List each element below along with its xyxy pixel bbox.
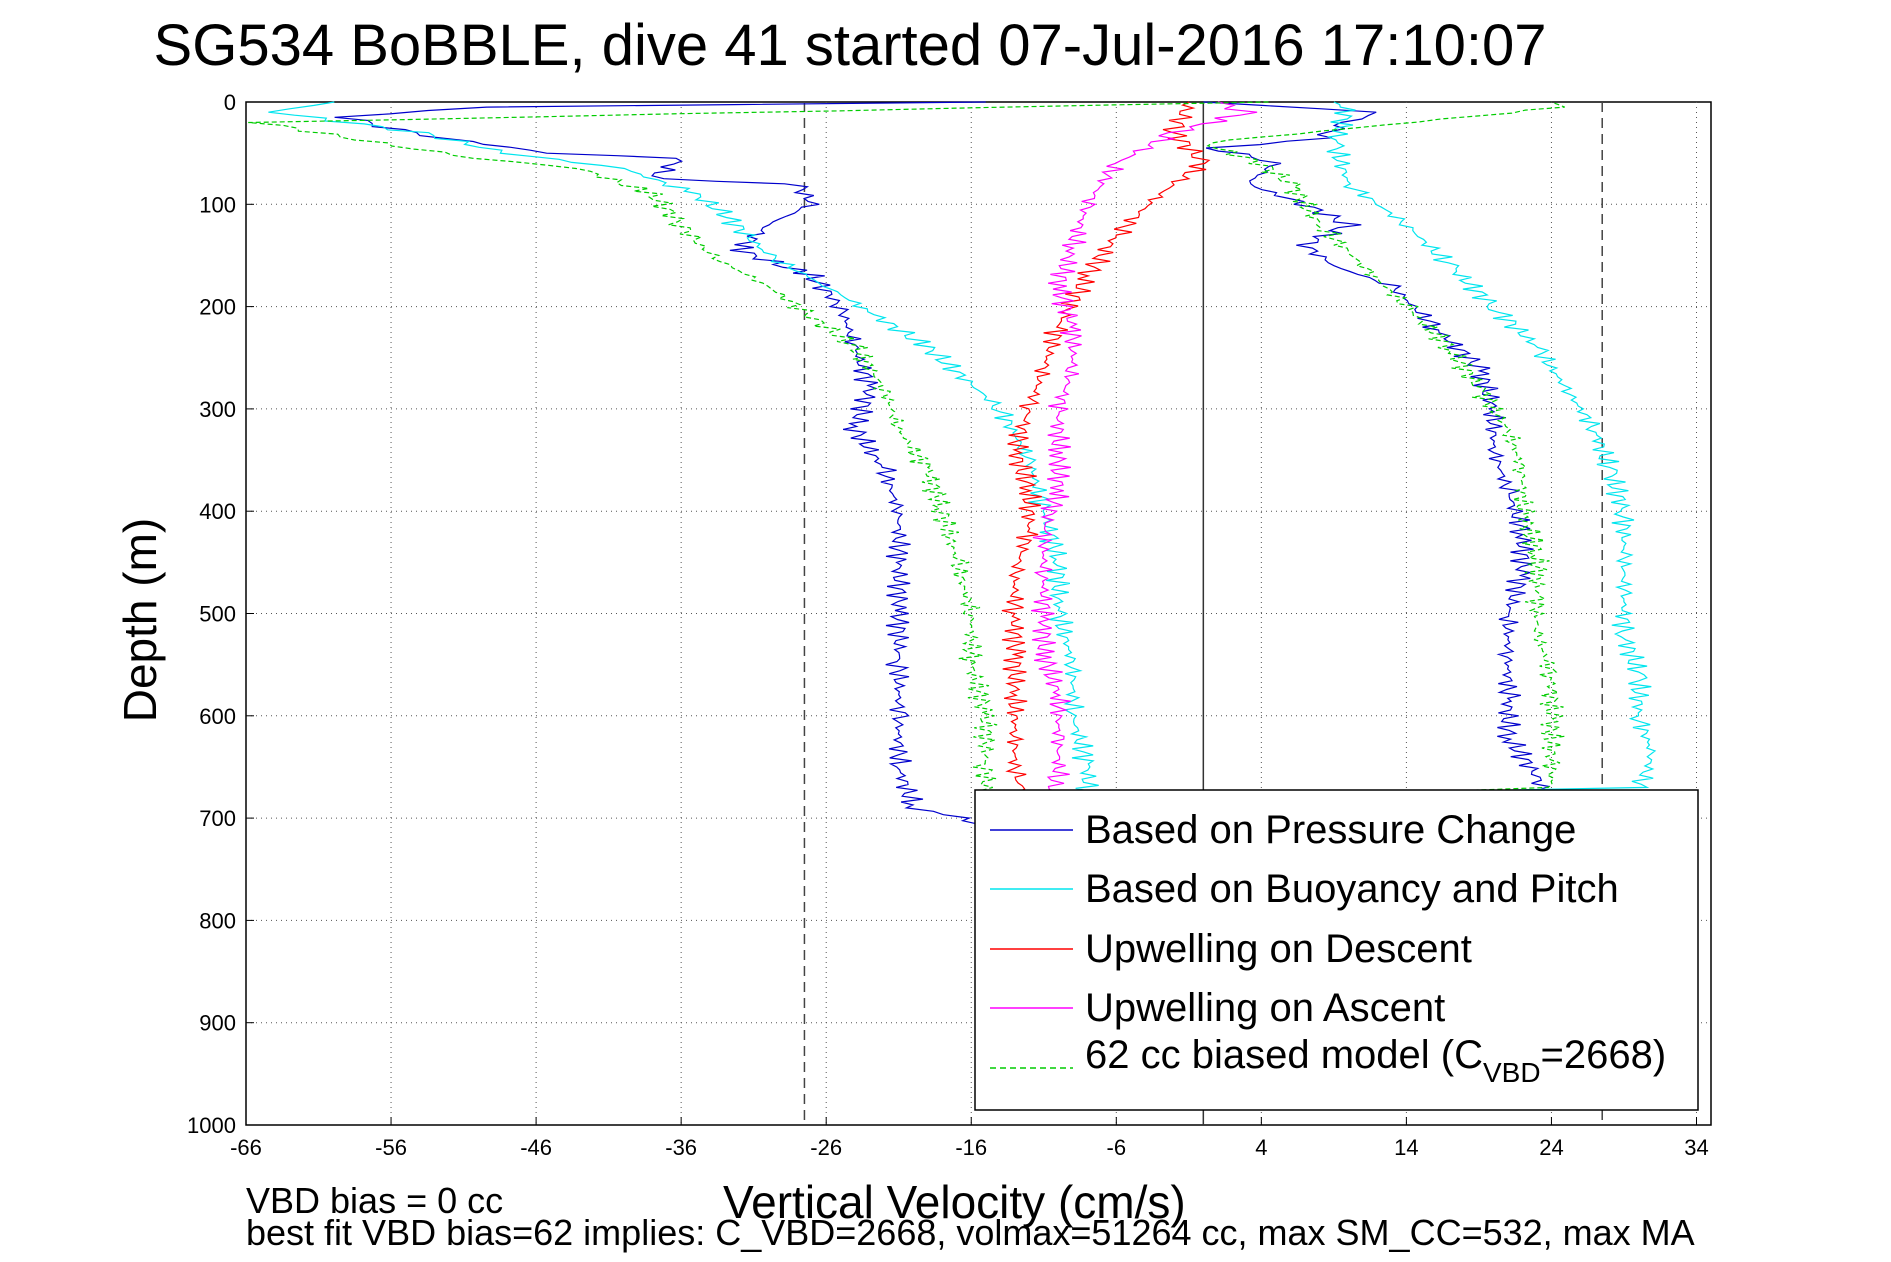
x-tick-label: -66 <box>230 1135 262 1160</box>
footer-best-fit: best fit VBD bias=62 implies: C_VBD=2668… <box>246 1212 1695 1253</box>
legend-label-descent: Upwelling on Descent <box>1085 927 1472 971</box>
legend-box <box>974 789 1699 1111</box>
x-tick-label: 24 <box>1539 1135 1563 1160</box>
legend-model-sub: VBD <box>1483 1057 1541 1088</box>
series-line-3 <box>1001 101 1211 799</box>
y-tick-label: 800 <box>199 908 236 933</box>
x-tick-label: 14 <box>1394 1135 1418 1160</box>
y-tick-label: 300 <box>199 397 236 422</box>
legend-label-ascent: Upwelling on Ascent <box>1085 986 1445 1030</box>
grid-lines <box>246 102 1711 1125</box>
x-tick-label: 34 <box>1684 1135 1708 1160</box>
y-axis-label: Depth (m) <box>114 517 166 723</box>
series-line-4 <box>981 101 1258 824</box>
y-tick-label: 100 <box>199 192 236 217</box>
y-tick-label: 200 <box>199 295 236 320</box>
legend-label-model: 62 cc biased model (CVBD=2668) <box>1085 1033 1666 1088</box>
legend-model-tail: =2668) <box>1541 1033 1667 1077</box>
x-tick-label: -36 <box>665 1135 697 1160</box>
chart-title: SG534 BoBBLE, dive 41 started 07-Jul-201… <box>153 13 1547 78</box>
x-tick-label: -46 <box>520 1135 552 1160</box>
y-tick-label: 700 <box>199 806 236 831</box>
x-tick-label: -56 <box>375 1135 407 1160</box>
x-tick-label: -16 <box>955 1135 987 1160</box>
y-tick-label: 1000 <box>187 1113 236 1138</box>
legend-label-buoyancy: Based on Buoyancy and Pitch <box>1085 867 1619 911</box>
legend-label-pressure: Based on Pressure Change <box>1085 808 1576 852</box>
y-axis-ticks: 0 100 200 300 400 500 600 700 800 900 1000 <box>187 90 254 1138</box>
x-tick-label: -6 <box>1107 1135 1127 1160</box>
series-group <box>248 101 1657 824</box>
series-line-2 <box>268 101 1657 799</box>
x-tick-label: -26 <box>810 1135 842 1160</box>
y-tick-label: 0 <box>224 90 236 115</box>
y-tick-label: 400 <box>199 499 236 524</box>
series-line-1 <box>334 101 1558 824</box>
footer-vbd-bias: VBD bias = 0 cc <box>246 1180 504 1221</box>
y-tick-label: 900 <box>199 1011 236 1036</box>
x-axis-ticks: -66 -56 -46 -36 -26 -16 -6 4 14 24 34 <box>230 1117 1709 1160</box>
x-axis-label: Vertical Velocity (cm/s) <box>723 1176 1186 1228</box>
x-tick-label: 4 <box>1255 1135 1267 1160</box>
series-line-5 <box>248 101 1565 809</box>
legend: Based on Pressure Change Based on Buoyan… <box>974 789 1699 1111</box>
y-tick-label: 600 <box>199 704 236 729</box>
legend-model-main: 62 cc biased model (C <box>1085 1033 1483 1077</box>
y-tick-label: 500 <box>199 602 236 627</box>
